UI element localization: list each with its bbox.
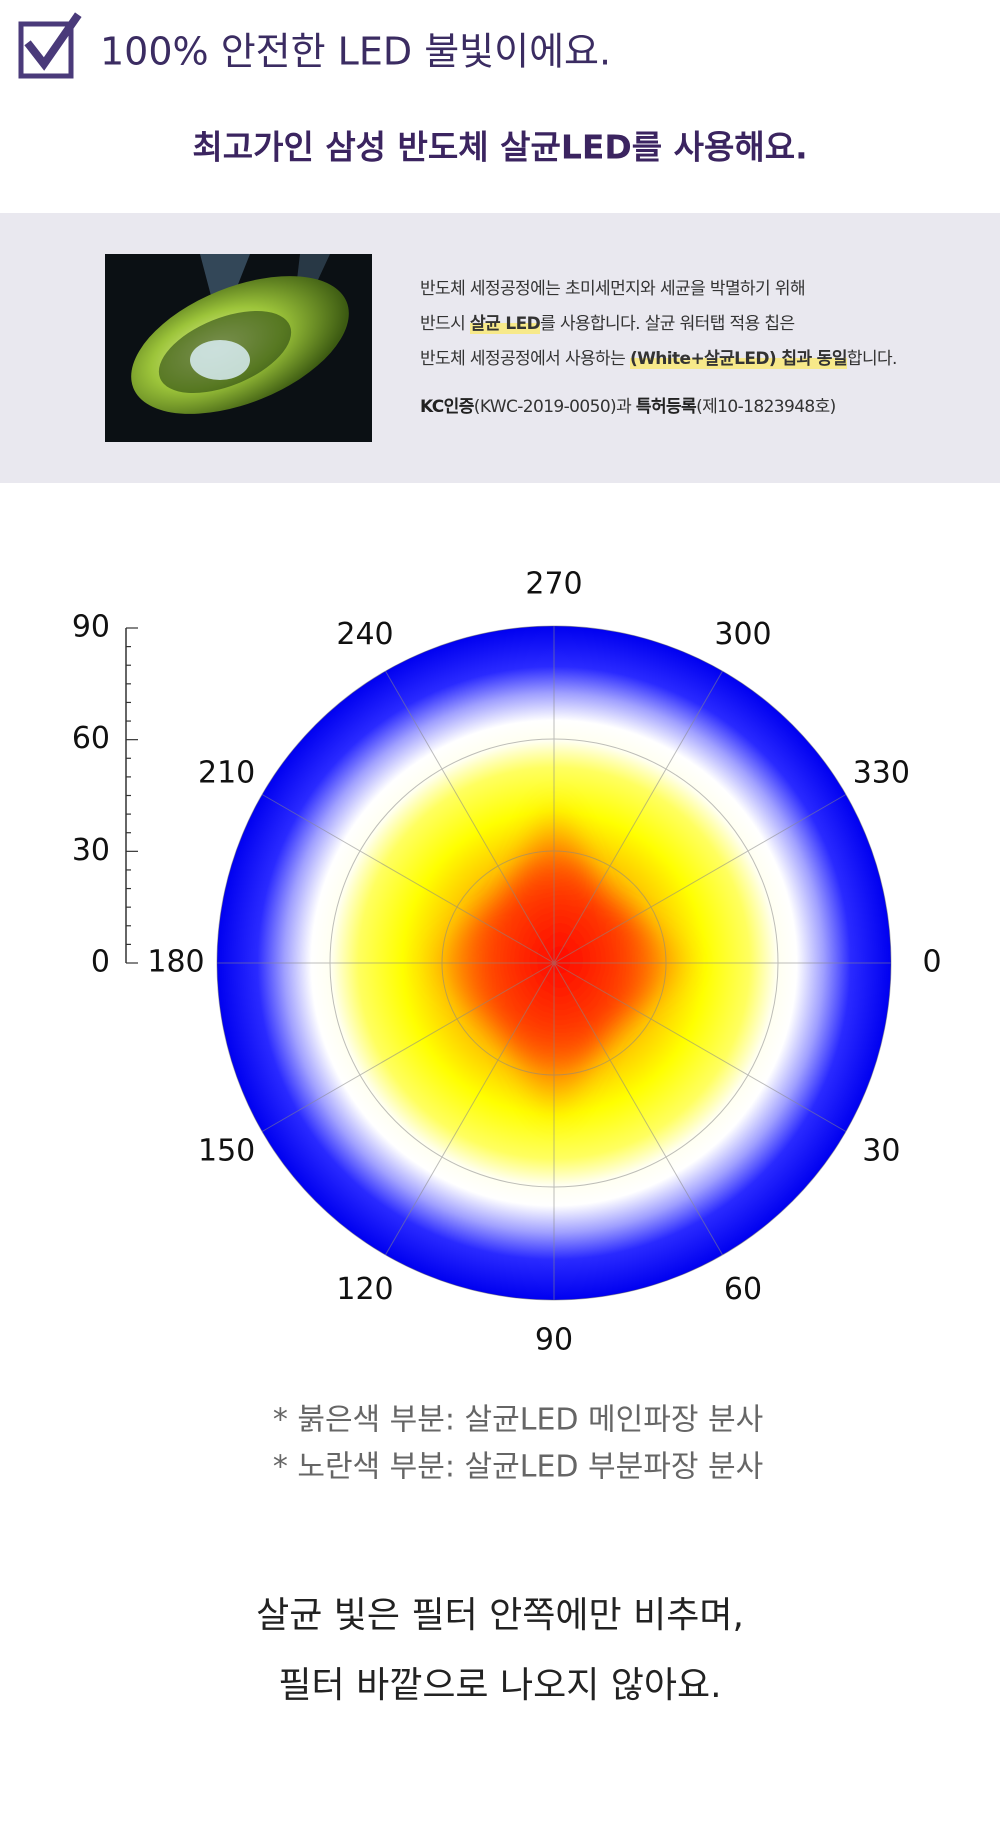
spoke — [553, 962, 847, 1132]
angle-label: 30 — [862, 1134, 900, 1169]
radial-label: 30 — [72, 833, 110, 868]
spoke — [261, 794, 555, 964]
info-text-segment: 를 사용합니다. 살균 워터탭 적용 칩은 — [540, 314, 795, 334]
spoke — [553, 670, 723, 964]
info-text-segment: (KWC-2019-0050)과 — [473, 397, 636, 417]
radial-label: 90 — [72, 610, 110, 645]
footnote: * 붉은색 부분: 살균LED 메인파장 분사 — [273, 1403, 763, 1438]
highlight-text: 살균 LED — [469, 314, 541, 334]
info-text-segment: 합니다. — [846, 349, 898, 369]
angle-label: 240 — [336, 617, 393, 652]
spoke — [385, 962, 555, 1256]
header-subtitle: 최고가인 삼성 반도체 살균LED를 사용해요. — [192, 128, 807, 167]
angle-label: 330 — [853, 756, 910, 791]
polar-grid — [216, 625, 892, 1301]
bold-text: KC인증 — [420, 397, 474, 417]
info-line: 반도체 세정공정에서 사용하는 (White+살균LED) 칩과 동일합니다. — [420, 342, 980, 377]
info-text-segment: 반도체 세정공정에는 초미세먼지와 세균을 박멸하기 위해 — [420, 279, 806, 299]
bacteria-illustration — [131, 254, 349, 414]
footnote: * 노란색 부분: 살균LED 부분파장 분사 — [273, 1450, 763, 1485]
spoke — [385, 670, 555, 964]
radial-label: 0 — [91, 945, 110, 980]
bold-text: 특허등록 — [635, 397, 697, 417]
info-text-segment: 반드시 — [420, 314, 470, 334]
highlight-text: (White+살균LED) 칩과 동일 — [629, 349, 848, 369]
info-line: 반도체 세정공정에는 초미세먼지와 세균을 박멸하기 위해 — [420, 272, 980, 307]
angle-label: 180 — [147, 945, 204, 980]
polar-plot — [125, 625, 892, 1301]
spoke — [261, 962, 555, 1132]
info-line: 반드시 살균 LED를 사용합니다. 살균 워터탭 적용 칩은 — [420, 307, 980, 342]
angle-label: 60 — [724, 1272, 762, 1307]
radial-label: 60 — [72, 721, 110, 756]
check-mark — [24, 12, 82, 71]
angle-label: 0 — [922, 945, 941, 980]
angle-label: 300 — [714, 617, 771, 652]
angle-label: 150 — [198, 1134, 255, 1169]
header-title: 100% 안전한 LED 불빛이에요. — [100, 30, 611, 74]
angle-label: 90 — [535, 1323, 573, 1358]
info-text: 반도체 세정공정에는 초미세먼지와 세균을 박멸하기 위해 반드시 살균 LED… — [420, 272, 980, 425]
info-text-segment: (제10-1823948호) — [696, 397, 836, 417]
info-line: KC인증(KWC-2019-0050)과 특허등록(제10-1823948호) — [420, 390, 980, 425]
closing-text: 살균 빛은 필터 안쪽에만 비추며, — [256, 1595, 744, 1636]
spoke — [553, 794, 847, 964]
angle-label: 210 — [198, 756, 255, 791]
angle-label: 120 — [336, 1272, 393, 1307]
angle-label: 270 — [525, 567, 582, 602]
closing-text: 필터 바깥으로 나오지 않아요. — [278, 1665, 721, 1706]
spoke — [553, 962, 723, 1256]
info-text-segment: 반도체 세정공정에서 사용하는 — [420, 349, 630, 369]
checkbox-icon — [18, 21, 74, 79]
